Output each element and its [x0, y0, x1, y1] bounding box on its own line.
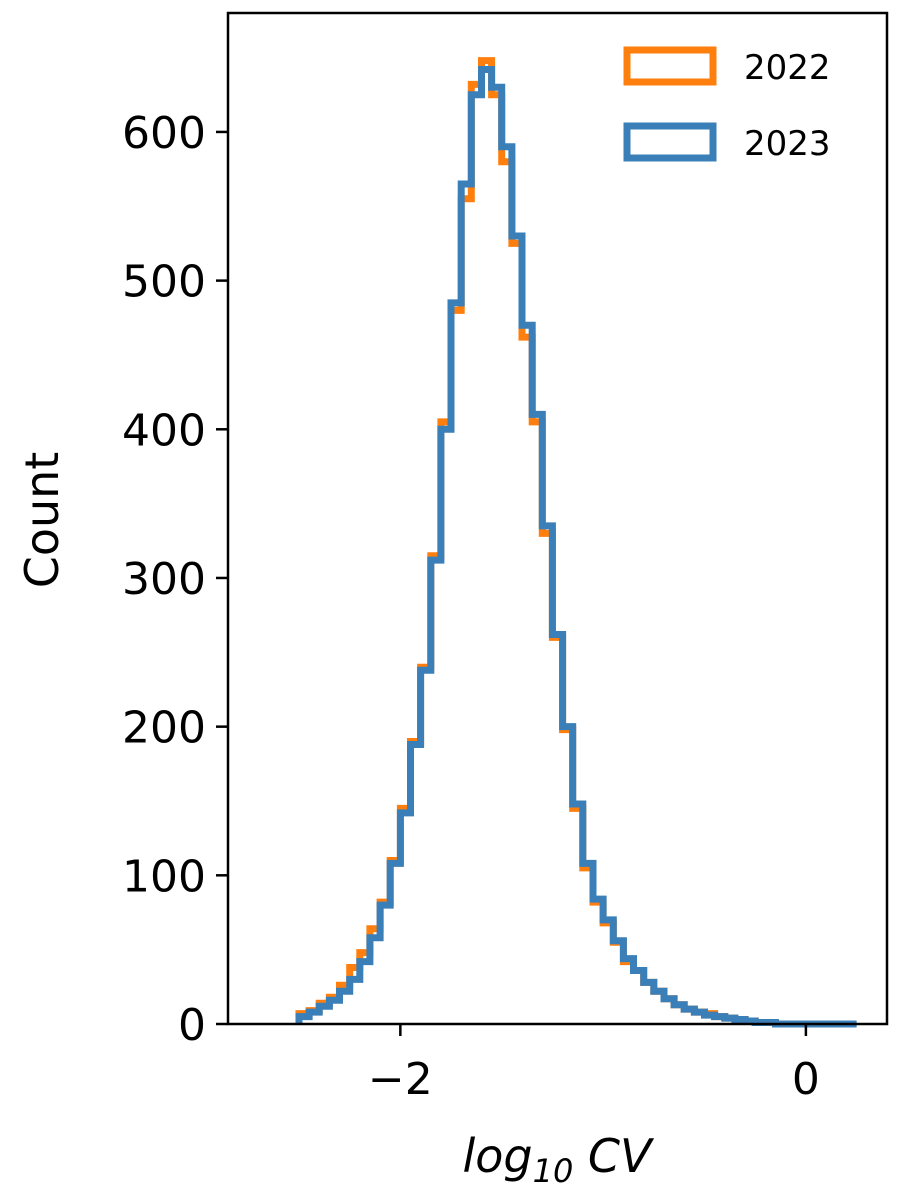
- y-axis-ticks: 0 100 200 300 400 500 600: [122, 108, 228, 1051]
- x-tick-label: −2: [368, 1054, 433, 1105]
- legend-swatch-2023: [623, 122, 717, 162]
- x-axis-title: log10 CV: [462, 1129, 655, 1190]
- y-axis-title: Count: [15, 452, 69, 589]
- plot-frame: [226, 11, 889, 1026]
- y-tick-label: 0: [178, 1000, 206, 1051]
- y-tick-label: 600: [122, 108, 206, 159]
- y-tick-label: 100: [122, 851, 206, 902]
- y-tick-label: 200: [122, 703, 206, 754]
- x-axis-title-rest: CV: [573, 1129, 655, 1183]
- series-layer: [295, 57, 857, 1028]
- legend-swatch-2022: [623, 46, 717, 86]
- y-tick-label: 500: [122, 257, 206, 308]
- legend-label-2023: 2023: [744, 124, 831, 164]
- y-tick-label: 300: [122, 554, 206, 605]
- legend-label-2022: 2022: [744, 48, 831, 88]
- x-axis-title-base: log: [462, 1129, 532, 1183]
- legend: 2022 2023: [623, 46, 831, 164]
- x-tick-label: 0: [792, 1054, 820, 1105]
- y-tick-label: 400: [122, 405, 206, 456]
- x-axis-ticks: −2 0: [368, 1024, 820, 1105]
- x-axis-title-subscript: 10: [533, 1152, 574, 1190]
- series-2023-step-line: [295, 66, 857, 1028]
